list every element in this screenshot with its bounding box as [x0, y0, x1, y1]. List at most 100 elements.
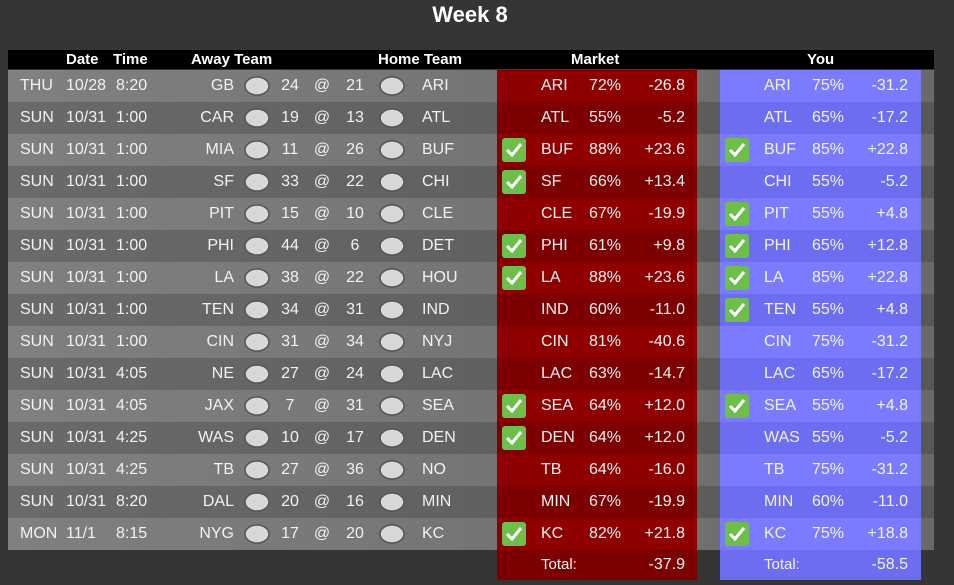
logo-shape [244, 204, 270, 224]
date: 11/1 [66, 525, 96, 542]
logo-shape [379, 524, 405, 544]
market-team: LA [541, 269, 561, 286]
check-icon [505, 431, 523, 446]
logo-shape [379, 300, 405, 320]
team-logo [244, 396, 270, 416]
team-logo [379, 492, 405, 512]
logo-shape [244, 524, 270, 544]
away-team: NE [211, 365, 234, 382]
away-score: 20 [281, 493, 299, 510]
you-cell [720, 294, 921, 326]
you-team: ATL [764, 109, 793, 126]
check-stroke [728, 303, 746, 318]
home-score: 26 [346, 141, 364, 158]
logo-icon [379, 172, 405, 192]
away-score: 11 [281, 141, 299, 158]
logo-icon [244, 396, 270, 416]
you-cell [720, 134, 921, 166]
home-score: 17 [346, 429, 364, 446]
market-spread: -19.9 [648, 205, 685, 222]
home-score: 10 [346, 205, 364, 222]
you-spread: +12.8 [867, 237, 908, 254]
market-cell [497, 294, 697, 326]
you-cell [720, 454, 921, 486]
logo-icon [244, 524, 270, 544]
team-logo [379, 108, 405, 128]
date: 10/31 [66, 141, 107, 158]
you-team: PHI [764, 237, 791, 254]
market-cell [497, 262, 697, 294]
you-team: PIT [764, 205, 789, 222]
you-spread: -5.2 [880, 173, 908, 190]
away-team: LA [214, 269, 234, 286]
column-header: Time [113, 51, 148, 68]
market-spread: +13.4 [644, 173, 685, 190]
you-pct: 55% [811, 397, 845, 414]
logo-shape [244, 364, 270, 384]
check-icon [728, 527, 746, 542]
date: 10/28 [66, 77, 107, 94]
logo-shape [379, 268, 405, 288]
away-team: JAX [204, 397, 234, 414]
logo-icon [379, 524, 405, 544]
logo-icon [379, 268, 405, 288]
day: MON [20, 525, 58, 542]
away-team: TEN [202, 301, 234, 318]
market-team: ARI [541, 77, 568, 94]
home-score: 6 [350, 237, 360, 254]
date: 10/31 [66, 397, 107, 414]
logo-icon [244, 108, 270, 128]
market-pct: 60% [588, 301, 622, 318]
you-pct: 65% [811, 237, 845, 254]
check-stroke [728, 207, 746, 222]
you-spread: +22.8 [867, 141, 908, 158]
logo-icon [379, 140, 405, 160]
you-pct: 65% [811, 365, 845, 382]
time: 4:25 [116, 429, 148, 446]
check-mark [725, 394, 749, 418]
logo-shape [244, 76, 270, 96]
check-mark [502, 394, 526, 418]
day: SUN [20, 205, 54, 222]
check-icon [505, 271, 523, 286]
team-logo [379, 460, 405, 480]
home-score: 34 [346, 333, 364, 350]
market-team: CLE [541, 205, 573, 222]
you-cell [720, 326, 921, 358]
market-pct: 67% [588, 493, 622, 510]
market-spread: +23.6 [644, 269, 685, 286]
home-team: SEA [422, 397, 455, 414]
you-cell [720, 166, 921, 198]
logo-shape [244, 396, 270, 416]
market-team: BUF [541, 141, 573, 158]
logo-icon [379, 108, 405, 128]
you-cell [720, 486, 921, 518]
check-mark [725, 138, 749, 162]
away-score: 19 [281, 109, 299, 126]
column-header: Home Team [378, 51, 462, 68]
market-cell [497, 102, 697, 134]
team-logo [379, 332, 405, 352]
you-pct: 85% [811, 141, 845, 158]
market-spread: -26.8 [648, 77, 685, 94]
home-score: 22 [346, 173, 364, 190]
market-pct: 64% [588, 429, 622, 446]
home-team: KC [422, 525, 445, 542]
team-logo [244, 268, 270, 288]
at-sign: @ [313, 397, 331, 414]
you-team: WAS [764, 429, 800, 446]
you-team: TEN [764, 301, 796, 318]
you-spread: +4.8 [876, 397, 908, 414]
check-stroke [505, 271, 523, 286]
day: SUN [20, 141, 54, 158]
check-icon [505, 239, 523, 254]
time: 8:20 [116, 77, 148, 94]
column-header: You [807, 51, 835, 68]
logo-icon [379, 396, 405, 416]
market-cell [497, 454, 697, 486]
home-team: DET [422, 237, 454, 254]
team-logo [379, 268, 405, 288]
market-pct: 72% [588, 77, 622, 94]
you-spread: -31.2 [871, 461, 908, 478]
check-stroke [505, 143, 523, 158]
